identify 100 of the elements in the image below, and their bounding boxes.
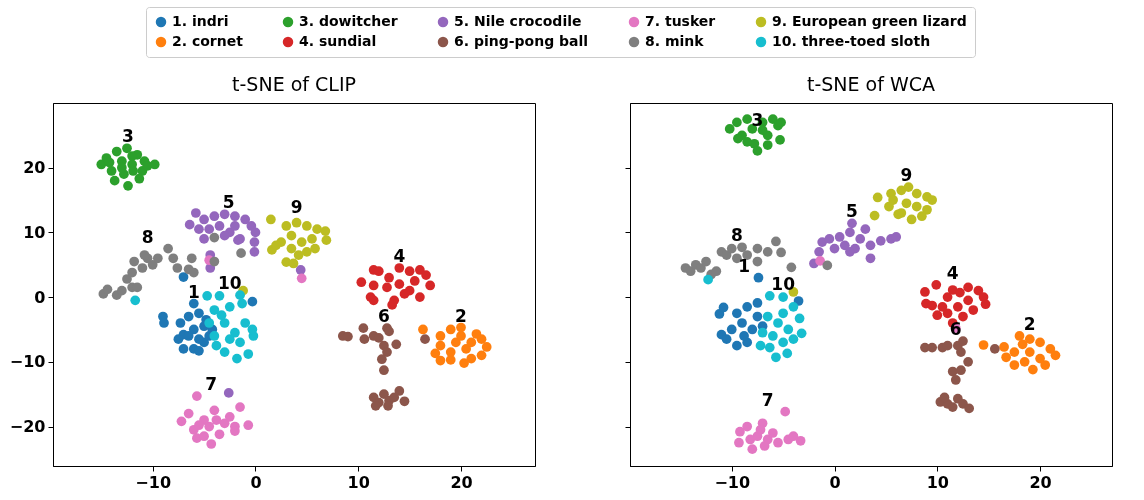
point bbox=[435, 331, 446, 341]
point bbox=[399, 289, 410, 299]
point bbox=[214, 429, 225, 440]
annotation: 5 bbox=[846, 201, 858, 222]
point bbox=[847, 218, 857, 229]
point bbox=[127, 267, 138, 278]
point bbox=[116, 285, 127, 296]
point bbox=[927, 342, 938, 353]
point bbox=[872, 192, 883, 203]
point bbox=[782, 348, 793, 359]
point bbox=[214, 290, 225, 301]
point bbox=[888, 195, 898, 205]
point bbox=[968, 305, 979, 315]
point bbox=[1017, 339, 1028, 350]
point bbox=[1001, 352, 1012, 363]
point bbox=[466, 337, 477, 348]
point bbox=[301, 221, 312, 231]
point bbox=[387, 300, 398, 310]
point bbox=[920, 287, 930, 297]
point bbox=[368, 295, 379, 306]
point bbox=[320, 226, 331, 236]
point bbox=[139, 250, 150, 260]
point bbox=[865, 240, 876, 251]
point bbox=[159, 318, 169, 328]
point bbox=[817, 237, 828, 247]
point bbox=[764, 290, 775, 301]
x-tick-label: 0 bbox=[829, 472, 841, 492]
point bbox=[209, 211, 220, 222]
point bbox=[310, 243, 320, 254]
point bbox=[420, 334, 430, 345]
point bbox=[209, 256, 220, 267]
point bbox=[721, 334, 732, 345]
y-tick-label: 0 bbox=[34, 287, 46, 307]
point bbox=[247, 296, 258, 307]
point bbox=[199, 214, 209, 225]
y-tick-label: −10 bbox=[9, 352, 46, 372]
point bbox=[845, 227, 855, 238]
point bbox=[194, 334, 204, 345]
point bbox=[295, 265, 306, 275]
point bbox=[795, 435, 806, 446]
point bbox=[358, 323, 369, 334]
point bbox=[732, 117, 742, 128]
point bbox=[382, 282, 392, 293]
point bbox=[199, 234, 209, 244]
legend-label: 4. sundial bbox=[299, 33, 377, 49]
point bbox=[783, 324, 794, 335]
x-tick-label: 20 bbox=[1029, 472, 1052, 492]
point bbox=[415, 292, 425, 302]
point bbox=[742, 136, 753, 147]
point bbox=[1009, 347, 1020, 357]
point bbox=[266, 214, 276, 225]
point bbox=[199, 431, 209, 442]
point bbox=[186, 253, 197, 264]
x-tick-label: 10 bbox=[347, 472, 370, 492]
point bbox=[1024, 334, 1035, 345]
point bbox=[307, 234, 317, 244]
point bbox=[224, 411, 235, 422]
point bbox=[963, 282, 973, 293]
point bbox=[755, 340, 766, 351]
point bbox=[796, 328, 807, 339]
point bbox=[219, 230, 230, 241]
point bbox=[742, 250, 753, 260]
point bbox=[209, 305, 220, 315]
point bbox=[732, 308, 742, 319]
annotation: 9 bbox=[900, 165, 913, 186]
point bbox=[752, 146, 763, 156]
point bbox=[435, 340, 446, 351]
legend-label: 10. three-toed sloth bbox=[772, 33, 931, 49]
point bbox=[379, 365, 389, 376]
point bbox=[1027, 364, 1038, 375]
point bbox=[978, 340, 989, 350]
point bbox=[773, 437, 783, 448]
point bbox=[776, 247, 786, 258]
point bbox=[829, 243, 840, 254]
annotation: 2 bbox=[1023, 313, 1036, 334]
point bbox=[788, 431, 799, 442]
point bbox=[771, 236, 781, 247]
x-tick-label: 10 bbox=[926, 472, 949, 492]
point bbox=[822, 260, 833, 271]
point bbox=[109, 175, 120, 186]
point bbox=[947, 402, 958, 412]
point bbox=[778, 337, 788, 348]
point bbox=[950, 375, 961, 385]
point bbox=[752, 298, 763, 308]
point bbox=[343, 331, 353, 342]
point bbox=[461, 344, 472, 354]
point bbox=[937, 301, 948, 312]
point bbox=[175, 318, 186, 328]
point bbox=[281, 221, 292, 231]
point bbox=[764, 342, 775, 353]
point bbox=[450, 337, 461, 348]
annotation: 1 bbox=[187, 281, 200, 302]
point bbox=[922, 204, 932, 215]
point bbox=[236, 248, 246, 258]
point bbox=[389, 392, 400, 403]
annotation: 9 bbox=[290, 197, 303, 218]
point bbox=[775, 135, 785, 145]
point bbox=[778, 292, 788, 302]
point bbox=[903, 182, 914, 192]
legend-label: 6. ping-pong ball bbox=[454, 33, 589, 49]
